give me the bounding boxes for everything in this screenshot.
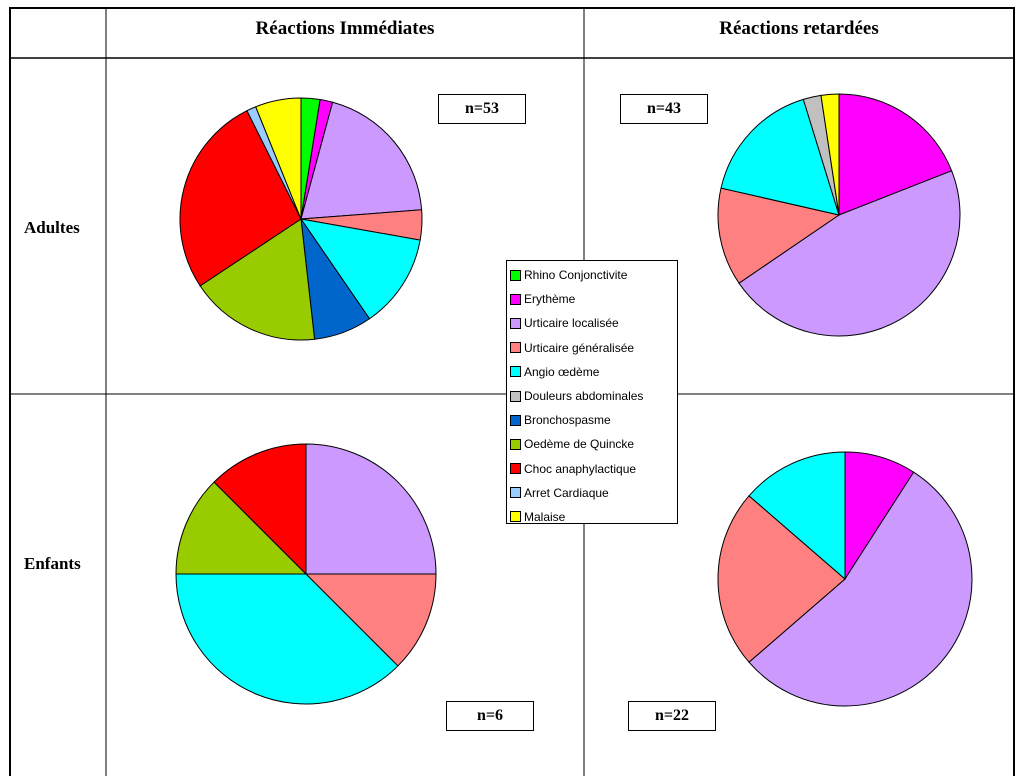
row-label-adults: Adultes xyxy=(24,218,80,237)
legend-swatch xyxy=(510,390,521,402)
pie-slice-oed-me-de-quincke xyxy=(175,481,308,575)
legend-swatch xyxy=(510,317,521,329)
pie-slice-urticaire-localis-e xyxy=(305,443,437,575)
pie-slice-eryth-me xyxy=(838,93,953,216)
legend-swatch xyxy=(510,511,521,523)
pie-slice-urticaire-localis-e xyxy=(300,101,423,220)
legend-label: Urticaire généralisée xyxy=(524,340,635,355)
pie-children-delayed xyxy=(717,451,973,707)
pie-slice-angio-d-me xyxy=(299,218,421,320)
legend-item: Bronchospasme xyxy=(510,408,677,432)
pie-slice-oed-me-de-quincke xyxy=(199,218,316,341)
legend-label: Bronchospasme xyxy=(524,413,611,428)
pie-adults-delayed xyxy=(717,93,961,337)
row-label-children: Enfants xyxy=(24,554,81,573)
legend-swatch xyxy=(510,269,521,281)
legend-label: Malaise xyxy=(524,509,566,524)
count-adults-immediate: n=53 xyxy=(438,94,526,124)
legend-label: Angio œdème xyxy=(524,364,600,379)
legend-item: Arret Cardiaque xyxy=(510,481,677,505)
count-children-immediate: n=6 xyxy=(446,701,534,731)
legend-label: Oedème de Quincke xyxy=(524,437,635,452)
header-immediate: Réactions Immédiates xyxy=(255,18,435,39)
legend-item: Erythème xyxy=(510,287,677,311)
legend-swatch xyxy=(510,463,521,475)
pie-adults-immediate xyxy=(179,97,423,341)
pie-slice-urticaire-localis-e xyxy=(738,170,961,337)
legend-swatch xyxy=(510,487,521,499)
legend-swatch xyxy=(510,366,521,378)
pie-slice-choc-anaphylactique xyxy=(179,110,302,287)
pie-slice-urticaire-g-n-ralis-e xyxy=(304,573,437,667)
legend-item: Urticaire localisée xyxy=(510,311,677,335)
legend-swatch xyxy=(510,293,521,305)
legend-swatch xyxy=(510,342,521,354)
legend-item: Choc anaphylactique xyxy=(510,457,677,481)
chart-legend: Rhino Conjonctivite Erythème Urticaire loc… xyxy=(506,260,678,524)
pie-slice-angio-d-me xyxy=(175,573,399,705)
count-children-delayed: n=22 xyxy=(628,701,716,731)
pie-slice-choc-anaphylactique xyxy=(213,443,307,576)
legend-label: Erythème xyxy=(524,292,576,307)
pie-slice-angio-d-me xyxy=(720,98,840,216)
legend-item: Douleurs abdominales xyxy=(510,384,677,408)
legend-item: Angio œdème xyxy=(510,360,677,384)
pie-slice-angio-d-me xyxy=(748,451,846,581)
legend-label: Douleurs abdominales xyxy=(524,389,644,404)
header-delayed: Réactions retardées xyxy=(719,18,879,39)
legend-item: Urticaire généralisée xyxy=(510,336,677,360)
legend-item: Oedème de Quincke xyxy=(510,432,677,456)
legend-swatch xyxy=(510,414,521,426)
legend-label: Arret Cardiaque xyxy=(524,485,609,500)
pie-slice-malaise xyxy=(820,93,840,216)
legend-swatch xyxy=(510,438,521,450)
pie-slice-malaise xyxy=(255,97,302,220)
count-adults-delayed: n=43 xyxy=(620,94,708,124)
legend-label: Choc anaphylactique xyxy=(524,461,637,476)
legend-item: Malaise xyxy=(510,505,677,529)
legend-label: Rhino Conjonctivite xyxy=(524,268,628,283)
pie-slice-urticaire-g-n-ralis-e xyxy=(717,495,846,663)
pie-children-immediate xyxy=(175,443,437,705)
pie-slice-urticaire-g-n-ralis-e xyxy=(717,187,841,284)
legend-item: Rhino Conjonctivite xyxy=(510,263,677,287)
pie-slice-urticaire-localis-e xyxy=(748,471,973,707)
legend-label: Urticaire localisée xyxy=(524,316,619,331)
